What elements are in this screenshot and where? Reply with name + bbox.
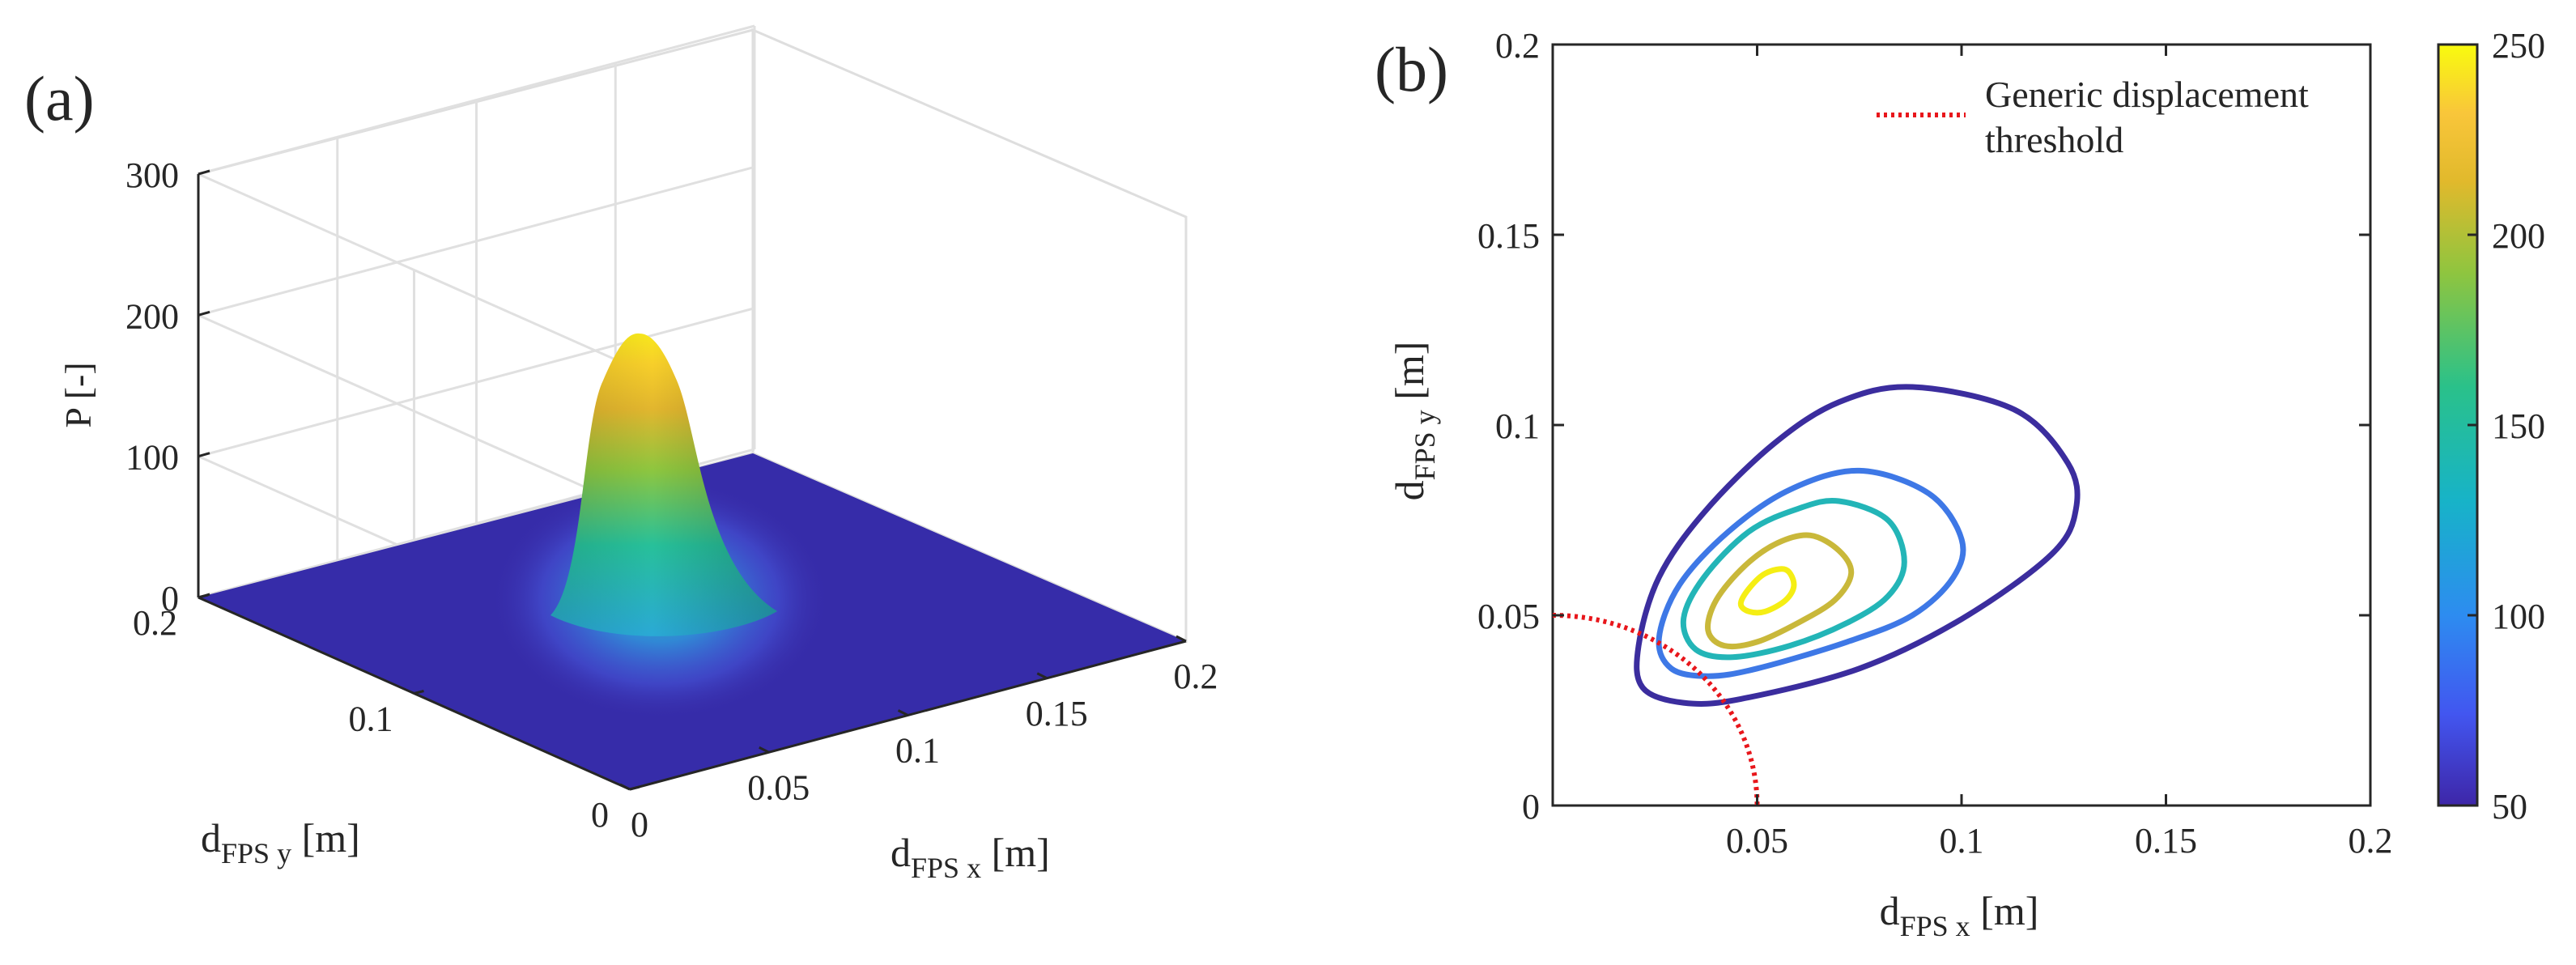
y-tick-label: 0	[1522, 787, 1540, 827]
panel-b-label: (b)	[1375, 34, 1448, 104]
x-tick-mark	[759, 746, 770, 754]
x-tick-label: 0.05	[747, 767, 810, 807]
y-tick-label: 0.1	[349, 699, 393, 739]
z-tick-mark	[198, 452, 210, 458]
colorbar-tick-label: 200	[2492, 216, 2545, 256]
y-tick-mark	[198, 593, 209, 599]
colorbar-tick-label: 100	[2492, 597, 2545, 636]
z-tick-label: 100	[125, 438, 179, 478]
panel-a-label: (a)	[24, 63, 95, 134]
y-tick-label: 0.1	[1495, 406, 1540, 446]
colorbar-tick-label: 150	[2492, 406, 2545, 446]
panel-b-y-axis-label: dFPS y [m]	[1387, 342, 1441, 501]
x-tick-label: 0.15	[2135, 821, 2197, 861]
y-tick-label: 0.2	[1495, 26, 1540, 66]
x-tick-label: 0.05	[1726, 821, 1788, 861]
y-axis-label: dFPS y [m]	[201, 815, 360, 869]
contour-lines	[1634, 384, 2081, 707]
z-tick-label: 0	[161, 579, 179, 619]
y-tick-label: 0.05	[1477, 597, 1540, 636]
z-axis-label: P [-]	[57, 362, 99, 427]
y-tick-label: 0.2	[133, 603, 177, 643]
y-tick-mark	[414, 690, 424, 695]
colorbar	[2437, 43, 2479, 807]
z-tick-mark	[198, 169, 210, 176]
x-tick-label: 0.15	[1026, 694, 1088, 733]
panel-b-x-axis-label: dFPS x [m]	[1880, 888, 2039, 942]
x-tick-mark	[1175, 635, 1187, 643]
legend-label-line2: threshold	[1985, 119, 2123, 160]
panel-b-contour-plot: (b) 0 0.05 0.1 0.15 0.2 0.05 0.1 0.15 0.2 Generi…	[1375, 26, 2545, 942]
legend-label-line1: Generic displacement	[1985, 74, 2309, 115]
y-tick-mark	[629, 785, 640, 791]
x-tick-label: 0.1	[895, 731, 940, 771]
contour-level-250	[1737, 566, 1797, 616]
z-tick-label: 300	[125, 155, 179, 195]
grid-line	[198, 172, 631, 368]
colorbar-tick-label: 50	[2492, 787, 2527, 827]
z-tick-mark	[198, 310, 210, 317]
contour-level-200	[1705, 532, 1855, 650]
x-tick-mark	[619, 783, 631, 791]
surface-peak-shade	[550, 333, 777, 636]
contour-level-100	[1656, 467, 1966, 679]
x-tick-label: 0.2	[1174, 657, 1218, 696]
x-axis-label: dFPS x [m]	[891, 830, 1050, 884]
x-tick-label: 0	[631, 805, 648, 844]
contour-level-50	[1634, 384, 2081, 707]
y-tick-label: 0.15	[1477, 216, 1540, 256]
panel-b-ticks: 0 0.05 0.1 0.15 0.2 0.05 0.1 0.15 0.2	[1477, 26, 2393, 861]
z-tick-label: 200	[125, 296, 179, 336]
contour-level-150	[1680, 497, 1907, 661]
colorbar-ticks: 50 100 150 200 250	[2468, 26, 2545, 827]
grid-line	[198, 313, 631, 508]
x-tick-mark	[897, 709, 909, 716]
threshold-arc	[1552, 613, 1760, 806]
panel-b-plot-area	[1551, 43, 2372, 807]
x-tick-label: 0.1	[1940, 821, 1984, 861]
x-tick-label: 0.2	[2349, 821, 2393, 861]
x-tick-mark	[1036, 672, 1048, 680]
colorbar-tick-label: 250	[2492, 26, 2545, 66]
y-tick-label: 0	[591, 795, 609, 835]
legend: Generic displacement threshold	[1877, 74, 2309, 160]
